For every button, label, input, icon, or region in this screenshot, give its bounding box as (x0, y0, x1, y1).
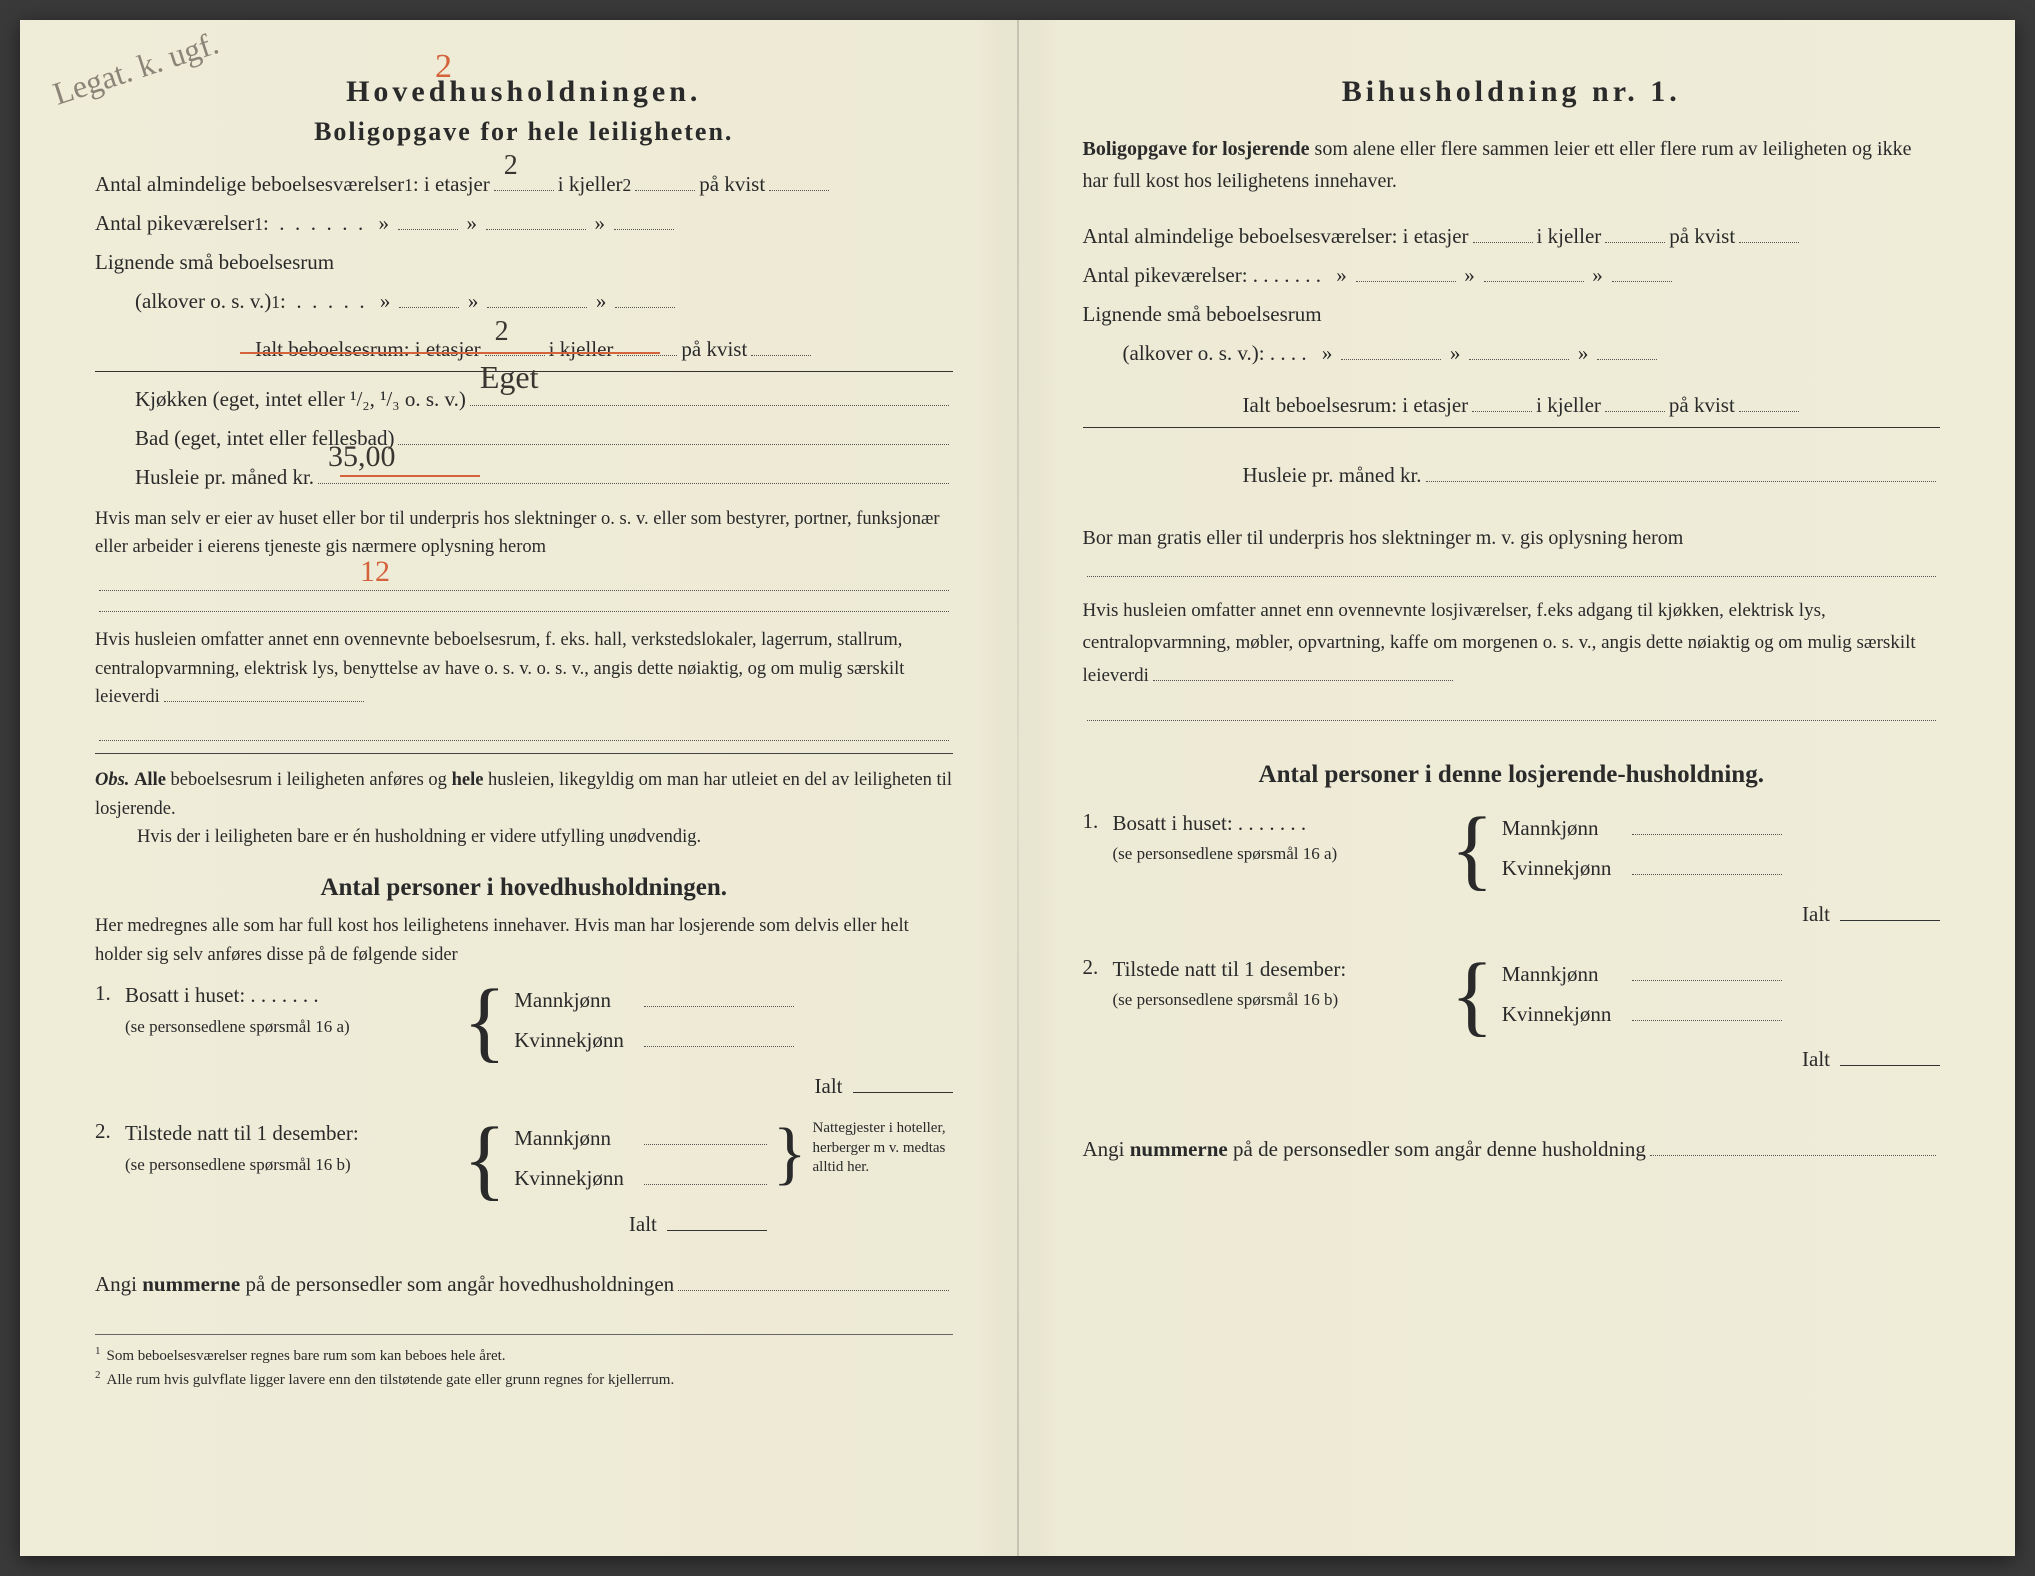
persons-intro: Her medregnes alle som har full kost hos… (95, 912, 953, 969)
brace-icon: } (773, 1119, 807, 1189)
para-eier: Hvis man selv er eier av huset eller bor… (95, 505, 953, 562)
right-title: Bihusholdning nr. 1. (1083, 75, 1941, 109)
red-underline-2 (340, 475, 480, 477)
census-form-document: Legat. k. ugf. 2 Hovedhusholdningen. Bol… (20, 20, 2015, 1556)
r-row-husleie: Husleie pr. måned kr. (1083, 456, 1941, 495)
r-row-ialt: Ialt beboelsesrum: i etasjer i kjeller p… (1083, 386, 1941, 428)
row-kjokken: Kjøkken (eget, intet eller ¹/₂, ¹/₃ o. s… (95, 380, 953, 419)
divider (95, 753, 953, 754)
persons-title: Antal personer i hovedhusholdningen. (95, 874, 953, 902)
r-para-husleie: Hvis husleien omfatter annet enn ovennev… (1083, 595, 1941, 692)
r-row-lignende: Lignende små beboelsesrum (1083, 295, 1941, 334)
left-title: Hovedhusholdningen. (95, 75, 953, 109)
side-note: Nattegjester i hoteller, herberger m v. … (813, 1119, 953, 1178)
right-page: Bihusholdning nr. 1. Boligopgave for los… (1018, 20, 2016, 1556)
row-bad: Bad (eget, intet eller fellesbad) (95, 419, 953, 458)
row-alkover: (alkover o. s. v.)1: . . . . . » » » (95, 282, 953, 321)
brace-icon: { (463, 1119, 506, 1200)
row-pike: Antal pikeværelser1: . . . . . . » » » (95, 204, 953, 243)
obs-block: Obs. Alle beboelsesrum i leiligheten anf… (95, 766, 953, 852)
row-almindelige: Antal almindelige beboelsesværelser1 : i… (95, 165, 953, 204)
red-annotation-top: 2 (435, 48, 452, 86)
right-intro: Boligopgave for losjerende som alene ell… (1083, 133, 1941, 197)
r-person-row-1: 1. Bosatt i huset: . . . . . . . (se per… (1083, 809, 1941, 935)
r-para-bor: Bor man gratis eller til underpris hos s… (1083, 519, 1941, 577)
person-row-2: 2. Tilstede natt til 1 desember: (se per… (95, 1119, 953, 1245)
r-person-row-2: 2. Tilstede natt til 1 desember: (se per… (1083, 955, 1941, 1081)
brace-icon: { (1451, 809, 1494, 890)
r-persons-title: Antal personer i denne losjerende-hushol… (1083, 761, 1941, 789)
left-subtitle: Boligopgave for hele leiligheten. (95, 117, 953, 147)
left-page: Legat. k. ugf. 2 Hovedhusholdningen. Bol… (20, 20, 1018, 1556)
brace-icon: { (1451, 955, 1494, 1036)
r-angi-row: Angi nummerne på de personsedler som ang… (1083, 1130, 1941, 1169)
r-row-pike: Antal pikeværelser: . . . . . . . » » » (1083, 256, 1941, 295)
red-underline-1 (240, 352, 660, 354)
para-husleie: Hvis husleien omfatter annet enn ovennev… (95, 626, 953, 712)
footnotes: 1Som beboelsesværelser regnes bare rum s… (95, 1334, 953, 1392)
r-row-alkover: (alkover o. s. v.): . . . . » » » (1083, 334, 1941, 373)
row-lignende: Lignende små beboelsesrum (95, 243, 953, 282)
row-husleie: Husleie pr. måned kr. 35,00 (95, 458, 953, 497)
angi-row: Angi nummerne på de personsedler som ang… (95, 1265, 953, 1304)
person-row-1: 1. Bosatt i huset: . . . . . . . (se per… (95, 981, 953, 1107)
brace-icon: { (463, 981, 506, 1062)
r-row-alm: Antal almindelige beboelsesværelser: i e… (1083, 217, 1941, 256)
